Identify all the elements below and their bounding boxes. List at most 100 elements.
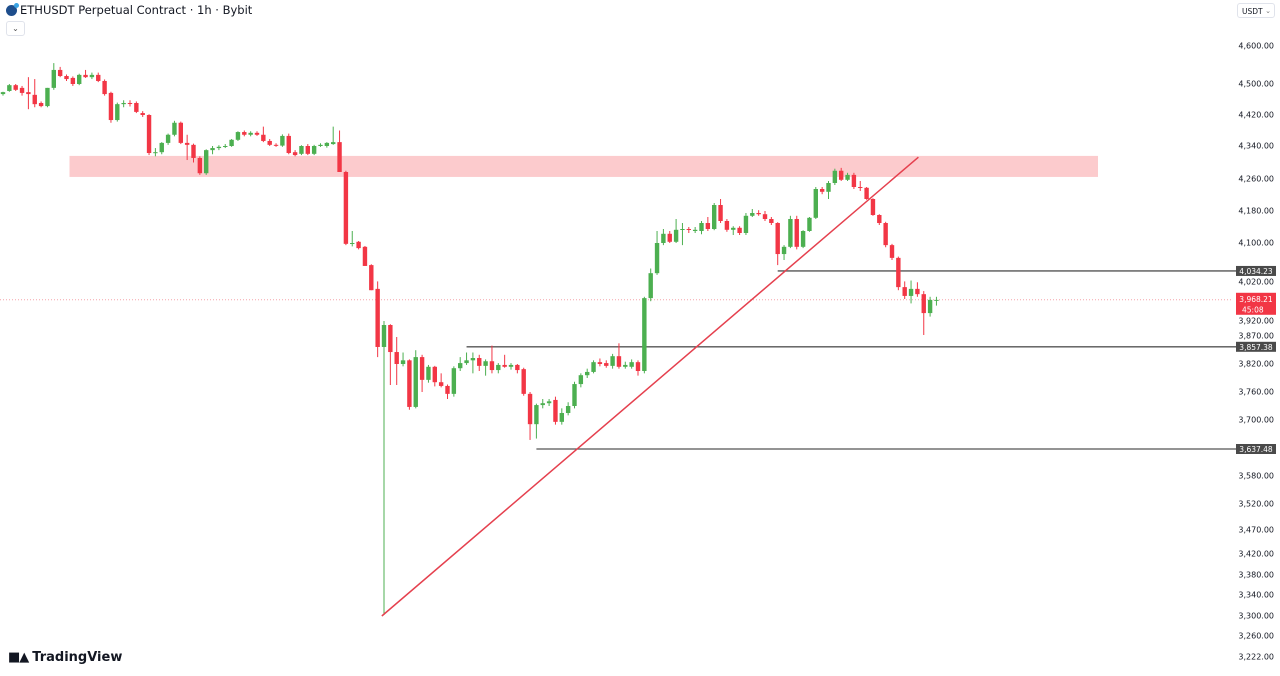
y-tick-label: 4,500.00 (1238, 80, 1274, 89)
candle-down (286, 135, 291, 154)
candle-up (565, 406, 571, 413)
chart-title: ETHUSDT Perpetual Contract · 1h · Bybit (6, 2, 253, 17)
candle-up (483, 361, 488, 366)
candle-down (604, 363, 609, 366)
candle-down (686, 229, 691, 230)
candle-up (673, 229, 679, 242)
candle-up (781, 246, 787, 255)
last-price-label: 3,968.21 (1239, 295, 1273, 304)
candle-up (89, 74, 95, 78)
y-tick-label: 3,222.00 (1238, 653, 1274, 662)
candle-down (13, 85, 18, 90)
candle-down (337, 142, 342, 172)
y-tick-label: 4,180.00 (1238, 207, 1274, 216)
level-price-badge (1236, 444, 1276, 454)
candle-up (546, 401, 552, 404)
tradingview-wordmark: TradingView (32, 650, 123, 665)
candle-down (902, 287, 907, 296)
candle-up (578, 375, 584, 385)
candle-up (934, 299, 939, 301)
candle-up (464, 360, 469, 364)
candle-down (197, 157, 203, 174)
candle-down (178, 122, 183, 143)
y-tick-label: 4,020.00 (1238, 277, 1274, 286)
candle-up (451, 368, 457, 394)
candle-up (324, 142, 330, 146)
trendline (381, 156, 919, 617)
candle-down (102, 80, 107, 95)
candle-up (540, 403, 545, 406)
level-price-label: 3,857.38 (1239, 343, 1273, 352)
candle-up (51, 69, 56, 88)
candle-down (819, 189, 825, 192)
candle-down (775, 223, 780, 255)
candle-down (864, 187, 869, 199)
y-tick-label: 3,760.00 (1238, 388, 1274, 397)
candle-down (597, 362, 603, 364)
y-tick-label: 3,920.00 (1238, 317, 1274, 326)
candle-down (718, 205, 723, 221)
candle-down (96, 74, 101, 81)
candle-up (788, 219, 793, 247)
candle-down (432, 366, 437, 383)
candle-up (165, 134, 171, 143)
candle-up (426, 366, 431, 380)
candle-down (858, 187, 863, 188)
candle-up (172, 122, 177, 135)
candle-down (921, 294, 926, 314)
candle-down (273, 144, 279, 146)
candle-up (661, 233, 666, 243)
candle-up (413, 357, 418, 407)
candle-up (559, 413, 564, 422)
candle-down (394, 352, 399, 364)
level-price-badge (1236, 341, 1276, 352)
candle-up (299, 146, 304, 154)
candle-up (210, 148, 215, 151)
candle-up (629, 362, 634, 367)
candle-down (762, 214, 768, 219)
currency-selector[interactable]: USDT ⌄ (1237, 3, 1275, 18)
candle-up (591, 362, 596, 372)
candle-up (654, 243, 660, 274)
last-price-badge (1236, 292, 1276, 315)
candle-up (223, 146, 228, 147)
candle-down (191, 144, 196, 158)
candle-up (77, 74, 82, 84)
y-tick-label: 3,470.00 (1238, 526, 1274, 535)
candle-down (375, 288, 380, 347)
y-tick-label: 3,870.00 (1238, 331, 1274, 340)
candle-up (350, 243, 355, 244)
y-tick-label: 3,260.00 (1238, 632, 1274, 641)
candle-down (305, 146, 310, 154)
candle-up (826, 183, 831, 192)
candle-down (477, 358, 482, 366)
candle-up (45, 87, 50, 107)
candle-down (915, 288, 920, 295)
candle-up (572, 384, 577, 406)
candle-down (635, 362, 641, 371)
ethereum-logo-icon (6, 2, 19, 16)
symbol-title: ETHUSDT Perpetual Contract · 1h · Bybit (20, 3, 253, 17)
candle-up (470, 358, 476, 361)
candle-up (648, 273, 653, 299)
candle-down (889, 245, 895, 258)
tradingview-logo[interactable]: ■▲ TradingView (8, 650, 122, 665)
candle-down (883, 223, 888, 246)
candle-down (242, 132, 247, 135)
candle-up (400, 360, 406, 364)
candle-down (769, 219, 774, 223)
candle-down (261, 134, 266, 141)
candle-down (724, 221, 730, 230)
candle-up (623, 364, 628, 367)
candle-down (356, 241, 361, 249)
candle-up (585, 371, 590, 376)
candle-up (311, 146, 317, 154)
candle-up (699, 223, 704, 231)
currency-label: USDT (1242, 7, 1263, 16)
collapse-legend-button[interactable]: ⌄ (6, 21, 25, 36)
candle-down (705, 223, 711, 229)
candle-up (680, 229, 685, 230)
y-tick-label: 3,300.00 (1238, 612, 1274, 621)
candle-down (140, 113, 145, 115)
